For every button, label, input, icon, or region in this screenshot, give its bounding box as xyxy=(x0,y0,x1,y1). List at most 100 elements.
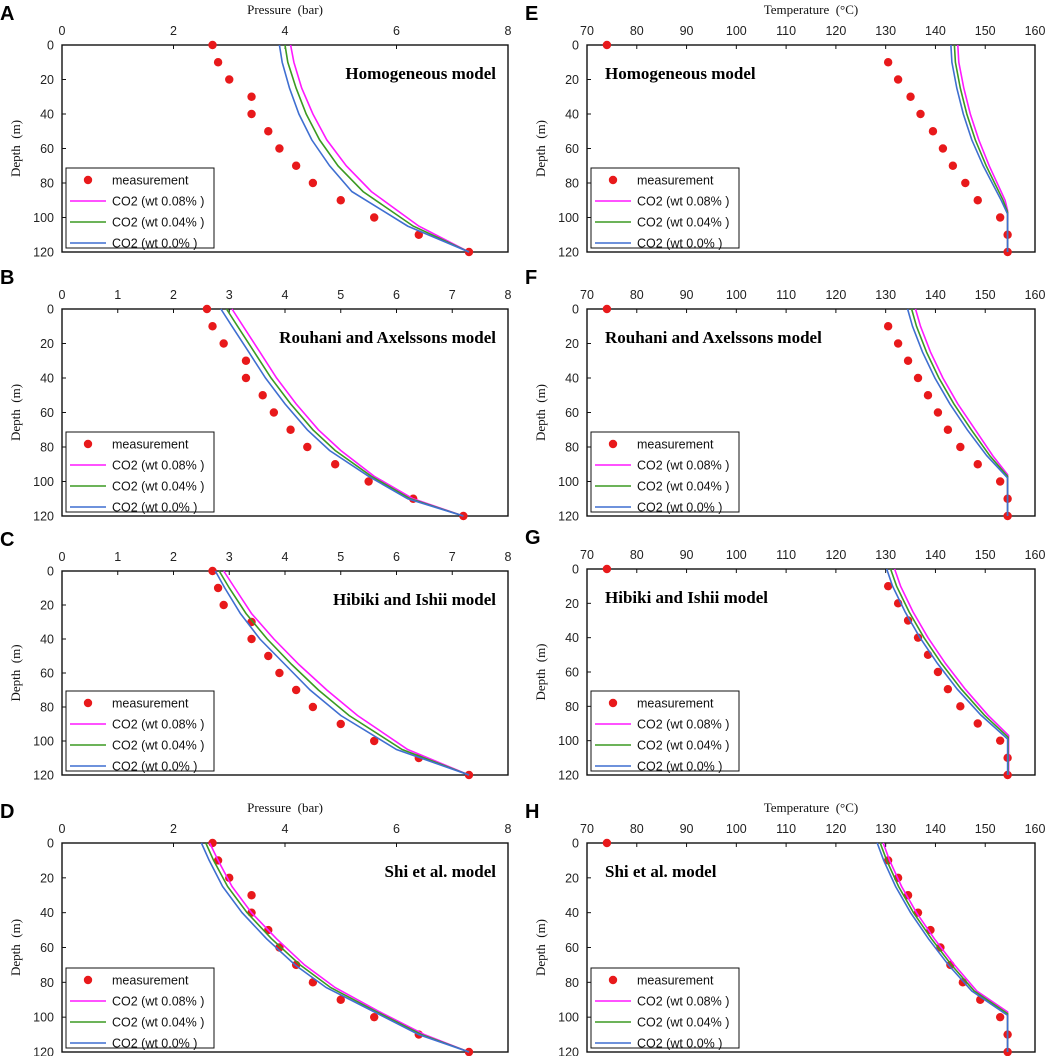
x-tick-label: 70 xyxy=(580,548,594,562)
x-tick-label: 0 xyxy=(59,288,66,302)
series-co2-2 xyxy=(225,308,464,517)
x-axis-label: Pressure (bar) xyxy=(247,2,323,17)
series-co2-1 xyxy=(957,44,1009,252)
legend-marker-point xyxy=(83,439,93,449)
y-tick-label: 0 xyxy=(47,837,54,851)
x-tick-label: 150 xyxy=(975,548,996,562)
y-tick-label: 40 xyxy=(40,633,54,647)
x-tick-label: 100 xyxy=(726,24,747,38)
panel-f: F 70 80 90 100 110 120 130 140 150 160 0 20 40 60 80 100… xyxy=(525,267,1045,524)
x-tick-label: 2 xyxy=(170,24,177,38)
y-tick-label: 80 xyxy=(40,177,54,191)
legend-label: CO2 (wt 0.0% ) xyxy=(637,237,722,251)
measurement-point xyxy=(995,1012,1005,1022)
y-tick-label: 40 xyxy=(565,372,579,386)
legend-label: CO2 (wt 0.04% ) xyxy=(112,216,204,230)
x-tick-label: 4 xyxy=(282,24,289,38)
legend: measurement CO2 (wt 0.08% ) CO2 (wt 0.04% … xyxy=(65,431,215,515)
y-tick-label: 20 xyxy=(565,73,579,87)
x-tick-label: 4 xyxy=(282,550,289,564)
x-tick-label: 70 xyxy=(580,822,594,836)
panel-g: G 70 80 90 100 110 120 130 140 150 160 0 20 40 60 80 100… xyxy=(525,527,1045,783)
series-co2-2 xyxy=(953,44,1009,252)
model-title: Homogeneous model xyxy=(605,64,756,83)
x-tick-label: 2 xyxy=(170,288,177,302)
panel-e: E 70 80 90 100 110 120 130 140 150 160 0 20 40 60 80 100… xyxy=(525,2,1045,260)
series-line xyxy=(876,842,1009,1052)
measurement-point xyxy=(241,373,251,383)
y-tick-label: 120 xyxy=(33,769,54,783)
x-tick-label: 90 xyxy=(680,548,694,562)
x-tick-label: 110 xyxy=(776,24,796,38)
measurement-point xyxy=(602,304,612,314)
y-tick-label: 60 xyxy=(565,666,579,680)
measurement-point xyxy=(948,161,958,170)
measurement-point xyxy=(973,196,982,205)
legend-label: CO2 (wt 0.0% ) xyxy=(637,760,722,774)
legend-label: measurement xyxy=(112,974,189,988)
y-tick-label: 40 xyxy=(565,108,579,122)
legend: measurement CO2 (wt 0.08% ) CO2 (wt 0.04% … xyxy=(590,167,740,251)
series-co2-3 xyxy=(950,44,1009,252)
measurement-point xyxy=(286,425,295,434)
measurement-point xyxy=(916,109,925,119)
legend-marker-point xyxy=(608,975,618,985)
measurement-point xyxy=(213,583,223,593)
y-tick-label: 120 xyxy=(558,769,579,783)
measurement-point xyxy=(208,838,217,848)
y-axis-label: Depth (m) xyxy=(533,643,548,700)
measurement-point xyxy=(906,92,915,101)
measurement-point xyxy=(247,109,256,119)
x-tick-label: 110 xyxy=(776,822,796,836)
x-tick-label: 120 xyxy=(825,288,846,302)
x-tick-label: 160 xyxy=(1025,24,1046,38)
series-co2-1 xyxy=(231,308,464,517)
series-co2-3 xyxy=(220,308,464,517)
legend-label: measurement xyxy=(112,438,189,452)
panel-letter: D xyxy=(0,801,14,823)
y-tick-label: 20 xyxy=(565,337,579,351)
panel-letter: E xyxy=(525,3,538,25)
legend-marker-point xyxy=(608,175,618,185)
x-tick-label: 80 xyxy=(630,24,644,38)
legend-label: CO2 (wt 0.08% ) xyxy=(112,995,204,1009)
measurement-point xyxy=(364,477,373,486)
legend-label: CO2 (wt 0.08% ) xyxy=(637,718,729,732)
y-tick-label: 60 xyxy=(40,941,54,955)
model-title: Shi et al. model xyxy=(385,862,497,881)
x-tick-label: 1 xyxy=(114,288,121,302)
x-tick-label: 6 xyxy=(393,288,400,302)
y-tick-label: 0 xyxy=(47,303,54,317)
legend-label: CO2 (wt 0.0% ) xyxy=(112,501,197,515)
y-tick-label: 0 xyxy=(572,39,579,53)
measurement-point xyxy=(330,460,340,469)
measurement-point xyxy=(943,425,953,434)
measurement-point xyxy=(291,161,301,170)
legend: measurement CO2 (wt 0.08% ) CO2 (wt 0.04% … xyxy=(65,690,215,774)
measurement-point xyxy=(225,75,234,84)
measurement-point xyxy=(883,322,893,331)
series-line xyxy=(879,842,1009,1052)
series-line xyxy=(289,44,470,253)
x-tick-label: 160 xyxy=(1025,822,1046,836)
y-tick-label: 60 xyxy=(565,941,579,955)
series-line xyxy=(885,568,1009,775)
series-line xyxy=(953,44,1009,252)
panel-letter: H xyxy=(525,801,539,823)
measurement-point xyxy=(928,127,938,136)
panel-letter: A xyxy=(0,3,14,25)
model-title: Hibiki and Ishii model xyxy=(605,588,768,607)
measurement-point xyxy=(219,600,228,610)
series-line xyxy=(889,568,1009,775)
y-tick-label: 100 xyxy=(558,475,579,489)
y-tick-label: 60 xyxy=(40,142,54,156)
x-tick-label: 1 xyxy=(114,550,121,564)
measurement-point xyxy=(926,925,935,935)
model-title: Rouhani and Axelssons model xyxy=(279,328,496,347)
x-tick-label: 6 xyxy=(393,822,400,836)
x-tick-label: 7 xyxy=(449,550,456,564)
x-axis-label: Temperature (°C) xyxy=(764,2,859,17)
series-line xyxy=(278,44,470,253)
x-tick-label: 100 xyxy=(726,288,747,302)
